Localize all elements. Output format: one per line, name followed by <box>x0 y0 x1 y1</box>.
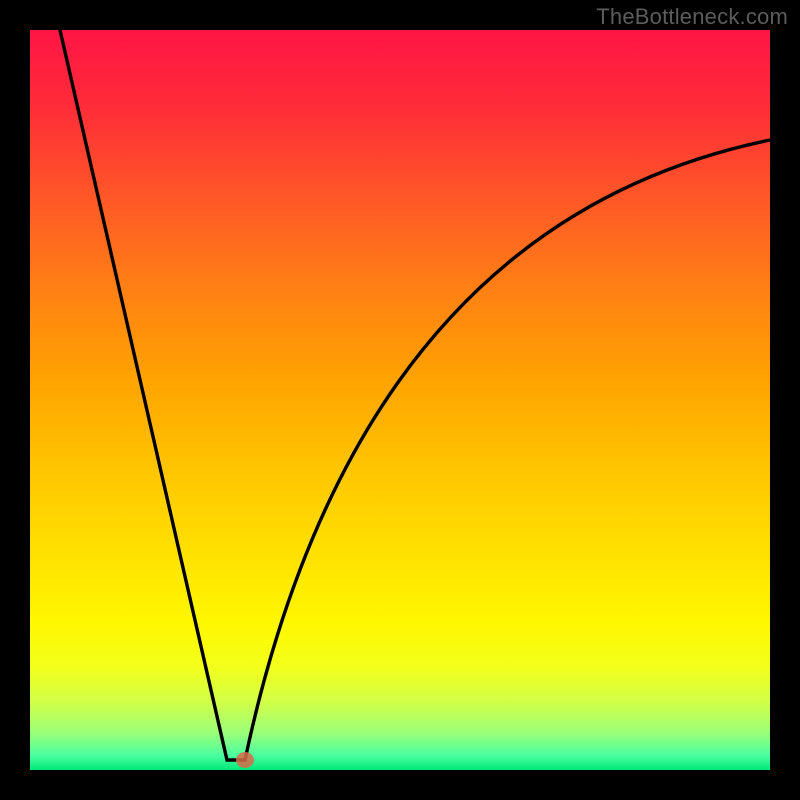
watermark-text: TheBottleneck.com <box>596 4 788 30</box>
chart-container: TheBottleneck.com <box>0 0 800 800</box>
plot-background <box>30 30 770 770</box>
optimum-marker <box>236 752 254 768</box>
bottleneck-chart <box>0 0 800 800</box>
